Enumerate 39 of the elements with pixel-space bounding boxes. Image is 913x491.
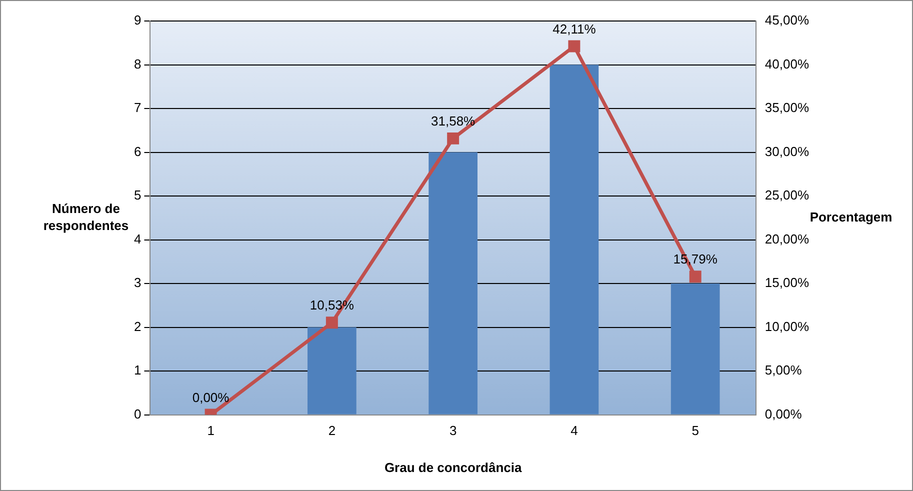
y2-axis-title: Porcentagem	[810, 209, 892, 224]
x-tick-label: 5	[692, 423, 699, 438]
y-tick-label: 1	[134, 362, 142, 378]
y2-tick-label: 45,00%	[764, 12, 810, 28]
y-tick-label: 8	[134, 56, 142, 72]
y2-tick-label: 35,00%	[764, 100, 810, 116]
y2-tick-label: 15,00%	[764, 275, 810, 290]
x-tick-label: 4	[570, 423, 578, 438]
y2-tick-label: 25,00%	[764, 188, 810, 203]
y-tick-label: 9	[134, 12, 142, 28]
x-tick-label: 1	[207, 423, 214, 438]
point	[689, 270, 702, 283]
x-tick-label: 2	[328, 423, 336, 438]
x-tick-label: 3	[449, 423, 457, 438]
y2-tick-label: 30,00%	[764, 144, 810, 159]
y-tick-label: 4	[134, 231, 142, 246]
point	[568, 40, 580, 52]
bar	[670, 284, 720, 414]
bar	[428, 152, 478, 414]
y2-tick-label: 40,00%	[764, 56, 810, 72]
data-label: 31,58%	[431, 114, 476, 129]
x-axis-title: Grau de concordância	[384, 460, 522, 475]
y2-tick-label: 10,00%	[764, 318, 810, 334]
y-tick-label: 7	[134, 100, 142, 116]
data-label: 42,11%	[552, 21, 596, 36]
point	[326, 316, 338, 329]
bar	[550, 64, 599, 414]
y-axis-title: Número de respondentes	[43, 200, 129, 233]
y-tick-label: 3	[134, 275, 142, 290]
data-label: 0,00%	[192, 390, 230, 405]
y-tick-label: 2	[134, 318, 142, 334]
point	[447, 132, 460, 144]
y2-tick-label: 5,00%	[764, 362, 802, 378]
y2-tick-label: 0,00%	[764, 406, 802, 422]
y-tick-label: 6	[134, 144, 142, 159]
y2-tick-label: 20,00%	[764, 231, 810, 246]
y-tick-label: 0	[134, 406, 142, 422]
bar	[308, 327, 356, 414]
y-tick-label: 5	[134, 188, 142, 203]
